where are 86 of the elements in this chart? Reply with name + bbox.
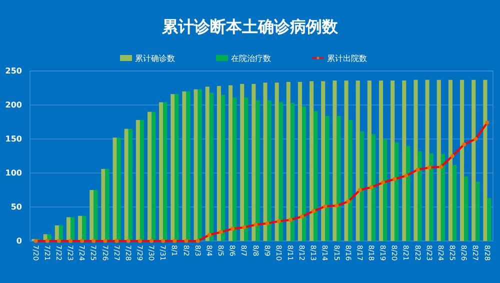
bar <box>232 98 237 241</box>
bar <box>414 80 418 241</box>
bar <box>383 139 388 241</box>
bar <box>263 82 268 241</box>
bar <box>124 128 128 241</box>
bar <box>194 89 198 241</box>
y-tick-label: 100 <box>5 168 22 178</box>
bar <box>436 80 441 241</box>
bar <box>240 84 244 241</box>
bar <box>54 225 59 241</box>
bar <box>147 112 152 241</box>
bar <box>460 80 464 241</box>
bar <box>136 120 140 241</box>
bar <box>209 92 214 241</box>
bar <box>429 153 434 241</box>
bar <box>402 80 406 241</box>
bar <box>159 102 164 241</box>
bar <box>344 80 348 241</box>
y-tick-label: 0 <box>16 236 22 246</box>
bar <box>244 98 248 241</box>
y-tick-label: 50 <box>10 202 22 212</box>
bar <box>82 216 86 241</box>
bar <box>298 82 302 241</box>
bar <box>378 80 384 241</box>
bar <box>356 80 360 241</box>
bar <box>70 217 75 241</box>
bar <box>94 190 98 241</box>
bar <box>286 82 290 241</box>
bar <box>198 89 202 241</box>
bar <box>418 151 422 241</box>
bar <box>105 168 110 241</box>
bar <box>216 86 221 241</box>
bar <box>302 106 306 241</box>
bar <box>336 116 341 241</box>
bar <box>406 146 410 241</box>
bar <box>140 120 144 241</box>
bar <box>90 190 94 241</box>
bar <box>252 84 256 241</box>
bar <box>267 100 272 241</box>
bar <box>78 216 82 241</box>
bar <box>394 142 399 241</box>
bar <box>476 182 480 241</box>
bar <box>325 116 330 241</box>
bar <box>182 91 186 241</box>
chart-title: 累计诊断本土确诊病例数 <box>161 17 339 36</box>
bar <box>116 138 121 241</box>
bar <box>152 112 156 241</box>
bar <box>128 128 132 241</box>
bar <box>348 120 352 241</box>
bar <box>274 82 279 241</box>
bar <box>58 225 63 241</box>
bar <box>170 94 175 241</box>
bar <box>101 168 106 241</box>
bar <box>425 80 430 241</box>
bar <box>163 102 168 241</box>
bar <box>472 80 476 241</box>
y-tick-label: 200 <box>5 100 22 110</box>
bar <box>314 111 318 241</box>
bar <box>228 85 233 241</box>
bar <box>483 80 488 241</box>
bar <box>66 217 71 241</box>
bar <box>310 81 314 241</box>
y-tick-label: 150 <box>5 134 22 144</box>
bar <box>290 102 294 241</box>
bar <box>452 164 457 241</box>
bar <box>256 100 260 241</box>
bar <box>487 198 492 241</box>
bar <box>174 94 179 241</box>
bar <box>390 80 395 241</box>
bar <box>371 134 376 241</box>
y-tick-label: 250 <box>5 66 22 76</box>
bar <box>186 91 190 241</box>
bar <box>278 102 283 241</box>
bar <box>112 138 117 241</box>
bar <box>205 86 210 241</box>
bar <box>367 80 372 241</box>
legend-label: 在院治疗数 <box>231 54 271 63</box>
bar <box>448 80 452 241</box>
bar <box>464 176 468 241</box>
bar <box>321 81 326 241</box>
legend-label: 累计确诊数 <box>135 54 175 63</box>
bar <box>440 154 445 241</box>
legend-label: 累计出院数 <box>327 54 367 63</box>
bar <box>332 80 337 241</box>
bar <box>220 94 226 241</box>
bar <box>360 132 364 241</box>
